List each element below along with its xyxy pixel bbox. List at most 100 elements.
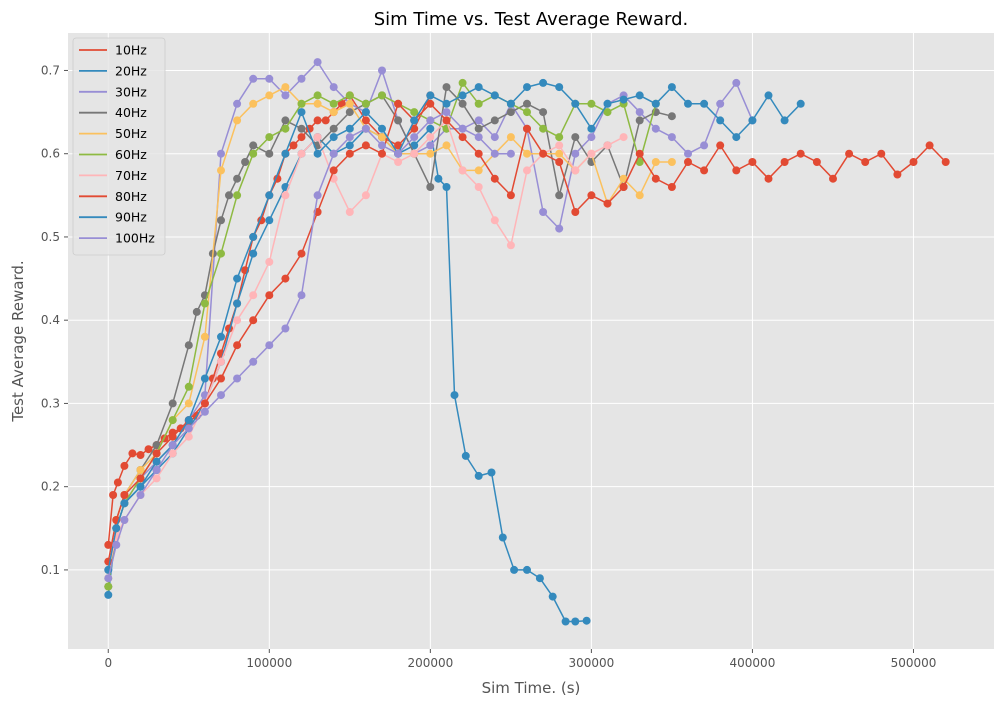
data-point	[474, 166, 483, 175]
data-point	[587, 99, 596, 108]
data-point	[184, 399, 193, 408]
data-point	[168, 432, 177, 441]
data-point	[635, 108, 644, 117]
data-point	[297, 133, 306, 142]
data-point	[337, 99, 346, 108]
data-point	[184, 416, 193, 425]
data-point	[861, 158, 870, 166]
data-point	[555, 141, 564, 150]
data-point	[233, 299, 242, 308]
data-point	[442, 183, 451, 191]
data-point	[120, 461, 129, 470]
data-point	[539, 208, 548, 216]
data-point	[378, 124, 386, 133]
data-point	[426, 183, 435, 191]
legend-item: 20Hz	[79, 63, 147, 78]
data-point	[265, 91, 274, 100]
data-point	[523, 565, 531, 574]
data-point	[329, 166, 338, 175]
x-tick-label: 0	[104, 656, 112, 670]
data-point	[603, 99, 612, 108]
data-point	[345, 99, 354, 108]
data-point	[217, 357, 225, 366]
data-point	[297, 74, 306, 83]
data-point	[571, 166, 580, 175]
data-point	[571, 149, 580, 158]
y-tick-label: 0.7	[41, 63, 60, 77]
data-point	[394, 149, 403, 158]
data-point	[716, 99, 725, 108]
data-point	[249, 316, 258, 325]
legend-item: 40Hz	[79, 105, 147, 120]
data-point	[233, 174, 242, 183]
data-point	[651, 174, 660, 183]
data-point	[233, 274, 242, 283]
data-point	[474, 116, 483, 125]
data-point	[523, 149, 531, 158]
data-point	[329, 149, 338, 158]
data-point	[136, 482, 145, 491]
data-point	[539, 78, 548, 87]
data-point	[265, 291, 274, 300]
data-point	[297, 291, 306, 300]
data-point	[265, 216, 274, 225]
data-point	[764, 91, 773, 100]
data-point	[217, 149, 225, 158]
data-point	[361, 141, 370, 150]
legend-label: 10Hz	[115, 43, 147, 58]
data-point	[136, 491, 145, 499]
data-point	[442, 99, 451, 108]
data-point	[845, 149, 854, 158]
data-point	[249, 141, 258, 150]
series-90Hz	[104, 78, 805, 574]
data-point	[329, 83, 338, 92]
data-point	[120, 491, 129, 499]
data-point	[361, 116, 370, 125]
data-point	[313, 99, 322, 108]
data-point	[506, 99, 515, 108]
data-point	[281, 324, 290, 333]
legend-label: 20Hz	[115, 63, 147, 78]
data-point	[168, 449, 177, 458]
legend-item: 30Hz	[79, 84, 147, 99]
data-point	[635, 191, 644, 200]
data-point	[498, 533, 507, 542]
data-point	[144, 445, 153, 454]
data-point	[345, 133, 354, 142]
data-point	[796, 99, 805, 108]
data-point	[281, 191, 290, 200]
data-point	[249, 357, 258, 366]
data-point	[506, 191, 515, 200]
data-point	[378, 141, 386, 150]
data-point	[200, 332, 209, 341]
data-point	[490, 133, 499, 142]
data-point	[474, 183, 483, 191]
data-point	[297, 249, 306, 258]
plot-area	[68, 33, 994, 649]
data-point	[716, 141, 725, 150]
legend-label: 90Hz	[115, 210, 147, 225]
data-point	[426, 91, 435, 100]
data-point	[829, 174, 837, 183]
legend-label: 40Hz	[115, 105, 147, 120]
data-point	[539, 108, 548, 117]
x-tick-label: 300000	[568, 656, 614, 670]
data-point	[426, 133, 435, 142]
data-point	[732, 166, 741, 175]
data-point	[410, 149, 419, 158]
data-point	[217, 391, 225, 400]
data-point	[490, 216, 499, 225]
series-line	[107, 82, 657, 587]
data-point	[442, 108, 451, 117]
data-point	[104, 590, 113, 599]
legend: 10Hz 20Hz 30Hz 40Hz 50Hz 60Hz 70Hz 80Hz 90Hz 100H…	[72, 37, 166, 256]
data-point	[249, 249, 258, 258]
legend-item: 80Hz	[79, 189, 147, 204]
data-point	[378, 66, 386, 75]
legend-label: 30Hz	[115, 84, 147, 99]
data-point	[619, 183, 628, 191]
data-point	[184, 382, 193, 391]
data-point	[732, 78, 741, 87]
data-point	[297, 124, 306, 133]
data-point	[345, 124, 354, 133]
